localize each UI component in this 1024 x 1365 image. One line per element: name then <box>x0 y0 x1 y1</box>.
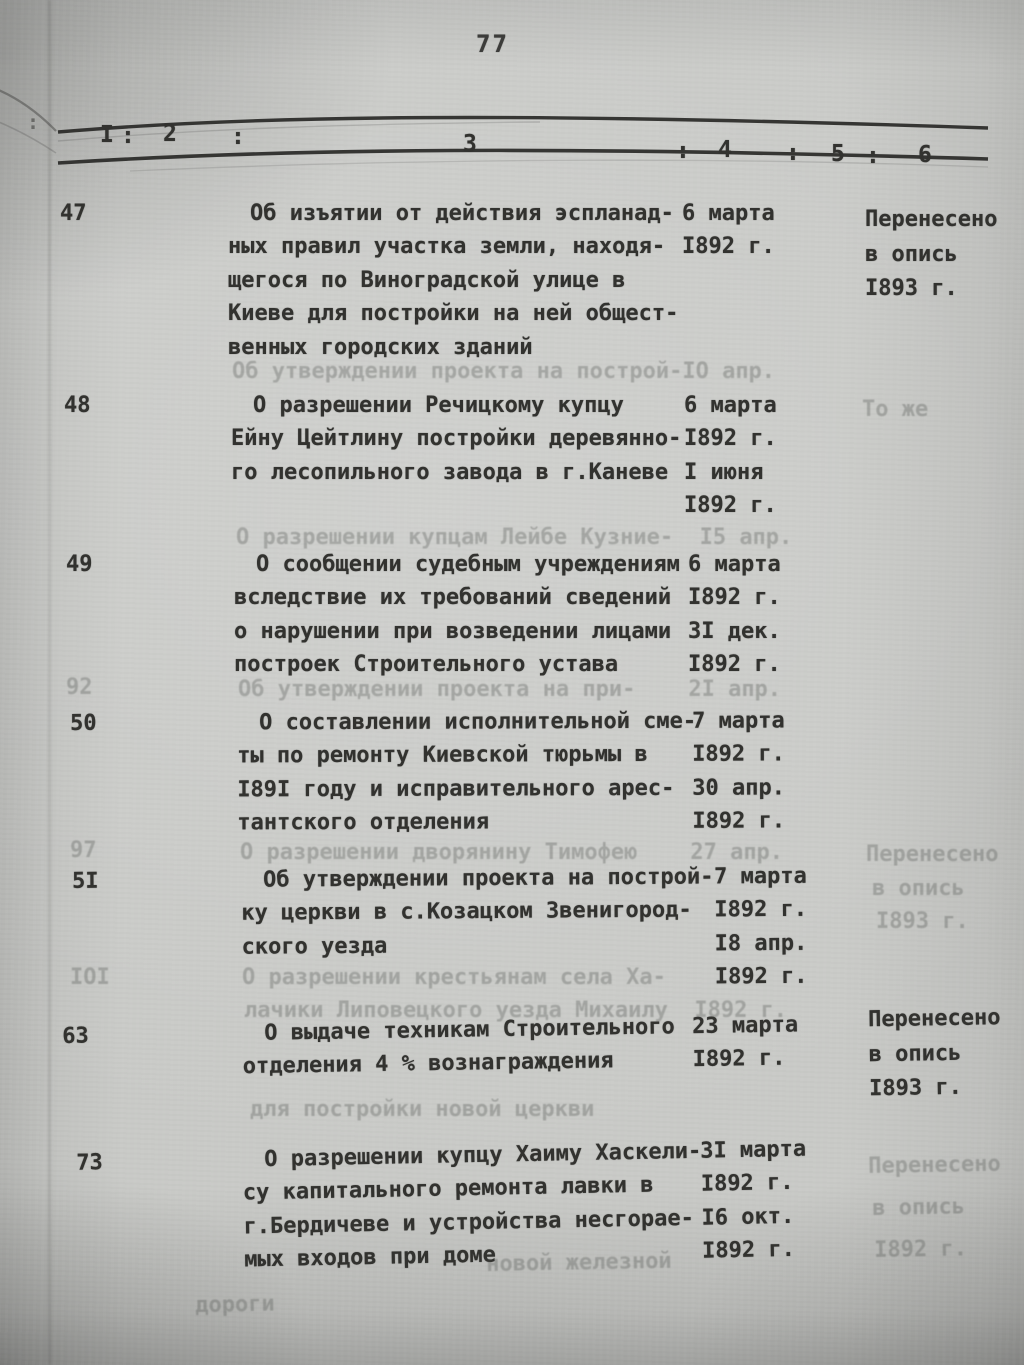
row-number: 73 <box>76 1150 104 1176</box>
column-header: 6 <box>918 142 932 168</box>
column-header: : <box>786 140 800 166</box>
bleedthrough-line: для постройки новой церкви <box>250 1097 595 1122</box>
date-line: I892 г. <box>682 234 775 259</box>
bleedthrough-line: О разрешении купцам Лейбе Кузние- I5 апр… <box>236 525 793 550</box>
subject-line: венных городских зданий <box>228 335 533 360</box>
date-line: I892 г. <box>688 585 781 610</box>
bleedthrough-line: Перенесено <box>866 842 999 867</box>
bleedthrough-line: Об утверждении проекта на построй-IO апр… <box>232 359 776 384</box>
bleedthrough-line: IOI <box>70 965 110 990</box>
column-header: : <box>676 138 690 164</box>
row-number: 49 <box>66 552 93 577</box>
date-line: I892 г. <box>700 1169 794 1197</box>
subject-line: щегося по Виноградской улице в <box>228 268 626 293</box>
date-line: 7 марта <box>692 708 785 734</box>
bleedthrough-line: Перенесено <box>868 1151 1001 1179</box>
subject-line: Об изъятии от действия эспланад- <box>250 201 674 226</box>
subject-line: О сообщении судебным учреждениям <box>256 552 680 577</box>
column-header: I <box>100 122 114 148</box>
subject-line: отделения 4 % вознаграждения <box>242 1048 614 1080</box>
row-number: 63 <box>62 1023 89 1049</box>
subject-line: ку церкви в с.Козацком Звенигород- <box>241 897 692 926</box>
bleedthrough-line: То же <box>862 397 929 422</box>
row-number: 48 <box>64 393 91 418</box>
date-line: I892 г. <box>684 426 777 451</box>
date-line: I892 г. <box>692 1045 786 1073</box>
subject-line: о нарушении при возведении лицами <box>234 619 672 644</box>
column-header: : <box>866 143 880 169</box>
column-header: 2 <box>163 121 177 147</box>
date-line: I892 г. <box>688 652 781 677</box>
note-line: в опись <box>868 1040 962 1068</box>
bleedthrough-line: О разрешении крестьянам села Ха- <box>242 965 666 990</box>
date-line: 6 марта <box>688 552 781 577</box>
date-line: I892 г. <box>692 808 786 834</box>
bleedthrough-line: лачики Липовецкого уезда Михаилу I892 г. <box>244 998 788 1023</box>
subject-line: Киеве для постройки на ней общест- <box>228 301 679 326</box>
left-margin-colon: : <box>27 110 40 134</box>
subject-line: ных правил участка земли, находя- <box>228 234 666 259</box>
subject-line: О разрешении Речицкому купцу <box>253 393 624 418</box>
table-ruled-lines <box>0 89 989 172</box>
note-line: Перенесено <box>865 207 998 232</box>
date-line: 30 апр. <box>692 775 786 801</box>
row-number: 5I <box>72 868 99 894</box>
date-line: 3I марта <box>699 1136 807 1164</box>
subject-line: тантского отделения <box>237 809 490 836</box>
date-line: I8 апр. <box>714 930 808 957</box>
bleedthrough-line: 92 <box>66 675 93 700</box>
column-header: 3 <box>463 131 477 157</box>
page-number: 77 <box>476 30 509 58</box>
date-line: I892 г. <box>714 896 808 923</box>
column-header: 4 <box>718 137 732 163</box>
note-line: I893 г. <box>865 276 958 301</box>
subject-line: I89I году и исправительного арес- <box>237 775 675 803</box>
date-line: I июня <box>684 460 764 485</box>
subject-line: построек Строительного устава <box>234 652 619 677</box>
bleedthrough-line: О разрешении дворянину Тимофею 27 апр. <box>240 840 784 865</box>
bleedthrough-line: I893 г. <box>876 909 969 934</box>
table-row: 73 О разрешении купцу Хаиму Хаскели-су ка… <box>0 1128 1024 1273</box>
column-header: : <box>121 123 135 149</box>
note-line: Перенесено <box>867 1005 1001 1033</box>
subject-line: О составлении исполнительной сме- <box>259 708 697 736</box>
date-line: I892 г. <box>692 741 785 767</box>
bleedthrough-line: в опись <box>872 876 965 901</box>
column-header: : <box>231 124 245 150</box>
page-fold-edge <box>48 0 51 1365</box>
date-line: I892 г. <box>684 493 777 518</box>
bleedthrough-line: новой железной <box>486 1248 672 1277</box>
subject-line: ты по ремонту Киевской тюрьмы в <box>237 741 648 769</box>
subject-line: ского уезда <box>241 933 388 960</box>
subject-line: го лесопильного завода в г.Каневе <box>231 460 669 485</box>
subject-line: вследствие их требований сведений <box>234 585 672 610</box>
bleedthrough-line: дороги <box>195 1291 275 1318</box>
subject-line: Об утверждении проекта на построй- <box>263 864 714 893</box>
column-header: 5 <box>831 141 845 167</box>
table-row: 50 О составлении исполнительной сме-ты по… <box>0 704 1024 835</box>
date-line: I892 г. <box>714 963 808 990</box>
date-line: 6 марта <box>682 201 775 226</box>
date-line: I892 г. <box>701 1236 796 1264</box>
note-line: I893 г. <box>868 1074 963 1102</box>
subject-line: Ейну Цейтлину постройки деревянно- <box>231 426 682 451</box>
note-line: в опись <box>865 242 958 267</box>
bleedthrough-line: в опись <box>872 1194 966 1221</box>
bleedthrough-line: 97 <box>70 838 97 863</box>
date-line: I6 окт. <box>701 1203 795 1231</box>
date-line: 6 марта <box>684 393 777 418</box>
date-line: 3I дек. <box>688 619 781 644</box>
row-number: 50 <box>70 710 97 736</box>
row-number: 47 <box>60 201 87 226</box>
bleedthrough-line: Об утверждении проекта на при- 2I апр. <box>238 677 782 702</box>
bleedthrough-line: I892 г. <box>874 1236 968 1263</box>
